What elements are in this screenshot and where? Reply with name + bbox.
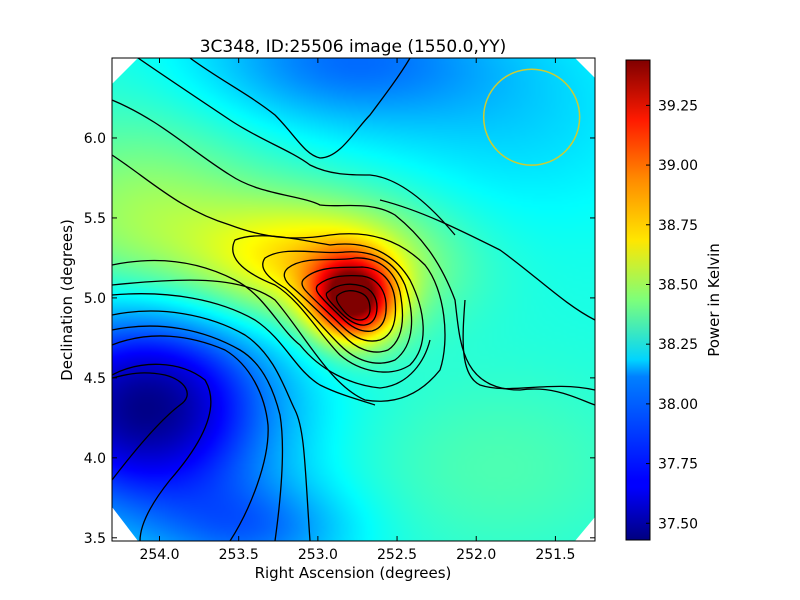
- contour-line: [315, 274, 387, 332]
- colorbar-tick-label: 38.50: [658, 277, 698, 293]
- x-axis-label: Right Ascension (degrees): [255, 564, 452, 582]
- corner-mask-top-right: [575, 58, 595, 78]
- y-tick-label: 4.0: [84, 451, 106, 467]
- contour-line: [232, 235, 424, 373]
- contour-lines: [112, 58, 595, 541]
- contour-line: [112, 325, 284, 541]
- colorbar-tick-label: 38.25: [658, 337, 698, 353]
- contour-line: [112, 293, 376, 406]
- y-tick-label: 4.5: [84, 371, 106, 387]
- colorbar-tick-label: 38.00: [658, 397, 698, 413]
- colorbar-tick-label: 39.25: [658, 98, 698, 114]
- colorbar: 37.50 37.75 38.00 38.25 38.50 38.75 39.00 39.25…: [625, 59, 723, 541]
- colorbar-gradient: [625, 59, 651, 541]
- contour-line: [325, 283, 378, 326]
- contour-line: [112, 154, 446, 402]
- contour-line: [112, 372, 188, 481]
- x-tick-label: 251.5: [535, 547, 575, 563]
- colorbar-ticks: 37.50 37.75 38.00 38.25 38.50 38.75 39.00 39.25: [646, 98, 698, 532]
- corner-mask-top-left: [112, 58, 138, 84]
- x-tick-label: 254.0: [139, 547, 179, 563]
- x-tick-label: 253.5: [219, 547, 259, 563]
- contour-line: [112, 335, 269, 541]
- y-tick-label: 6.0: [84, 131, 106, 147]
- x-axis: 254.0 253.5 253.0 252.5 252.0 251.5: [139, 58, 575, 563]
- contour-line: [112, 259, 431, 389]
- colorbar-label: Power in Kelvin: [705, 243, 723, 357]
- x-tick-label: 252.0: [456, 547, 496, 563]
- colorbar-tick-label: 37.50: [658, 516, 698, 532]
- contour-line: [112, 310, 311, 541]
- y-axis-label: Declination (degrees): [58, 219, 76, 381]
- corner-mask-bottom-left: [112, 507, 138, 541]
- y-tick-label: 5.5: [84, 211, 106, 227]
- colorbar-tick-label: 38.75: [658, 218, 698, 234]
- contour-line: [379, 199, 595, 321]
- colorbar-tick-label: 37.75: [658, 457, 698, 473]
- beam-circle: [482, 68, 581, 166]
- contour-line: [462, 299, 595, 391]
- y-tick-label: 3.5: [84, 531, 106, 547]
- plot-area: 254.0 253.5 253.0 252.5 252.0 251.5 3.5 4.0 4.5…: [84, 57, 596, 563]
- contour-line: [283, 257, 404, 353]
- contour-line: [112, 363, 212, 541]
- contour-line: [189, 58, 411, 159]
- corner-mask-bottom-right: [575, 517, 595, 541]
- contour-line: [137, 58, 456, 236]
- chart-title: 3C348, ID:25506 image (1550.0,YY): [200, 37, 507, 57]
- y-tick-label: 5.0: [84, 291, 106, 307]
- plot-frame: [111, 57, 596, 542]
- contour-line: [335, 290, 371, 321]
- colorbar-tick-label: 39.00: [658, 158, 698, 174]
- y-axis: 3.5 4.0 4.5 5.0 5.5 6.0: [84, 131, 595, 547]
- x-tick-label: 252.5: [377, 547, 417, 563]
- contour-line: [301, 266, 397, 342]
- contour-line: [112, 99, 595, 406]
- heatmap-image: [112, 58, 595, 541]
- x-tick-label: 253.0: [298, 547, 338, 563]
- contour-line: [262, 250, 413, 364]
